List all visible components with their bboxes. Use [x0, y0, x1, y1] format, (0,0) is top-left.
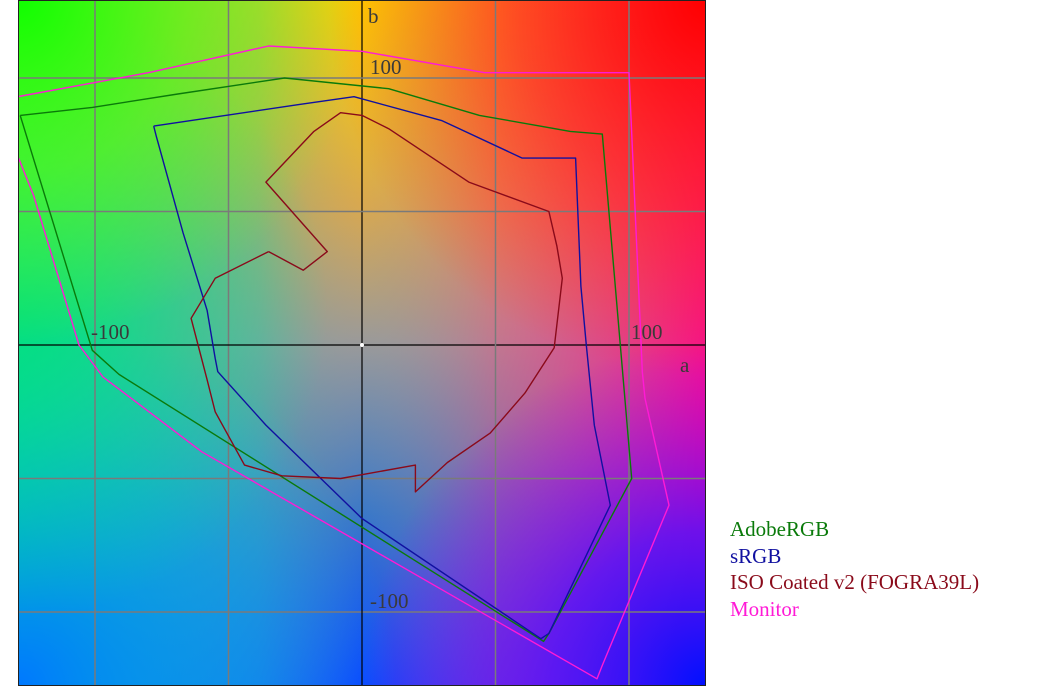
- legend-item-adobergb: AdobeRGB: [730, 517, 830, 541]
- tick-label-y-2: 100: [370, 55, 402, 79]
- legend-item-srgb: sRGB: [730, 543, 782, 568]
- y-axis-label: b: [368, 4, 379, 28]
- tick-label-x-0: -100: [91, 320, 130, 344]
- series-line-1: [153, 95, 611, 640]
- legend-item-iso-coated: ISO Coated v2 (FOGRA39L): [730, 570, 980, 594]
- origin-marker: [360, 343, 364, 347]
- gamut-chart: a b -100 100 100 -100: [18, 0, 706, 686]
- tick-label-y-3: -100: [370, 589, 409, 613]
- series-line-3: [18, 45, 670, 680]
- series-line-2: [190, 111, 563, 493]
- tick-labels: -100 100 100 -100: [91, 55, 663, 613]
- series-line-0: [19, 77, 633, 643]
- tick-label-x-1: 100: [631, 320, 663, 344]
- chart-svg: a b -100 100 100 -100: [18, 0, 706, 686]
- x-axis-label: a: [680, 353, 690, 377]
- legend-item-monitor: Monitor: [730, 596, 799, 621]
- series-layer: [18, 45, 670, 680]
- legend: AdobeRGB sRGB ISO Coated v2 (FOGRA39L) M…: [730, 516, 979, 622]
